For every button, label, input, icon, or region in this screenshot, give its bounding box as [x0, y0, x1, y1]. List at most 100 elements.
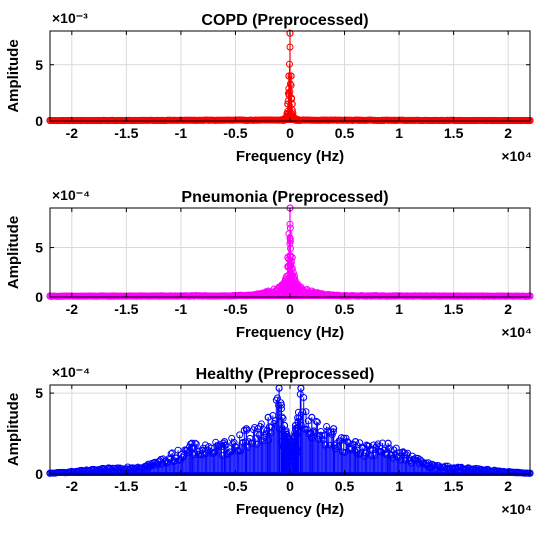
y-tick-label: 5 [35, 240, 43, 256]
x-tick-label: 0.5 [335, 125, 355, 141]
data-marker [283, 430, 291, 438]
data-marker [284, 97, 292, 105]
y-tick-label: 5 [35, 57, 43, 73]
data-marker [286, 252, 294, 260]
data-marker [193, 447, 201, 455]
chart-title: Healthy (Preprocessed) [196, 366, 375, 383]
y-tick-label: 0 [35, 289, 43, 305]
data-marker [233, 447, 241, 455]
chart-panel-1: -2 -1.5 -1 -0.5 0 0.5 1 1.5 2 0 5 COPD (Preprocesse… [5, 10, 534, 165]
peak-marker [285, 72, 293, 80]
data-marker [191, 439, 199, 447]
data-marker [192, 440, 200, 448]
peak-marker [330, 425, 338, 433]
data-marker [390, 446, 398, 454]
data-marker [282, 274, 290, 282]
y-tick-label: 0 [35, 466, 43, 482]
data-marker [277, 401, 285, 409]
x-tick-label: -0.5 [223, 301, 247, 317]
peak-marker [308, 287, 316, 295]
y-multiplier-label: ×10⁻⁴ [52, 187, 90, 203]
peak-marker [242, 425, 250, 433]
data-marker [331, 441, 339, 449]
peak-marker [384, 439, 392, 447]
x-tick-label: -0.5 [223, 125, 247, 141]
data-marker [282, 427, 290, 435]
data-marker [287, 444, 295, 452]
peak-marker [188, 439, 196, 447]
data-marker [293, 424, 301, 432]
data-marker [289, 441, 297, 449]
data-marker [279, 414, 287, 422]
x-tick-label: -2 [66, 125, 79, 141]
peak-marker [308, 413, 316, 421]
data-marker [174, 446, 182, 454]
x-tick-label: -2 [66, 301, 79, 317]
y-multiplier-label: ×10⁻⁴ [52, 364, 90, 380]
x-tick-label: 1 [395, 301, 403, 317]
x-tick-label: -1 [175, 301, 188, 317]
x-tick-label: 0 [286, 301, 294, 317]
chart-panel-3: -2 -1.5 -1 -0.5 0 0.5 1 1.5 2 0 5 Healthy (Preproce… [5, 364, 534, 518]
x-tick-label: -1 [175, 125, 188, 141]
data-marker [278, 426, 286, 434]
data-marker [288, 264, 296, 272]
peak-marker [220, 438, 229, 446]
data-marker [291, 283, 299, 291]
data-marker [167, 450, 175, 458]
x-tick-label: 1.5 [444, 125, 464, 141]
peak-marker [264, 413, 272, 421]
data-marker [260, 426, 268, 434]
data-marker [168, 449, 176, 457]
y-axis-label: Amplitude [5, 216, 22, 289]
x-tick-label: 1 [395, 125, 403, 141]
x-tick-label: 2 [504, 125, 512, 141]
chart-panel-2: -2 -1.5 -1 -0.5 0 0.5 1 1.5 2 0 5 Pneumonia (Prepro… [5, 187, 534, 341]
x-axis-label: Frequency (Hz) [236, 501, 344, 518]
x-tick-label: -1 [175, 478, 188, 494]
x-tick-label: 1.5 [444, 478, 464, 494]
peak-marker [286, 29, 294, 37]
data-marker [286, 80, 294, 88]
y-multiplier-label: ×10⁻³ [52, 10, 88, 26]
data-marker [344, 438, 352, 446]
data-marker [318, 431, 326, 439]
x-tick-label: 2 [504, 478, 512, 494]
data-marker [222, 441, 230, 449]
peak-marker [428, 460, 436, 468]
y-axis-label: Amplitude [5, 393, 22, 466]
x-tick-label: 0 [286, 125, 294, 141]
peak-marker [287, 72, 295, 80]
data-marker [302, 408, 310, 416]
data-marker [385, 444, 393, 452]
data-marker [317, 427, 325, 435]
data-marker [294, 414, 302, 422]
data-marker [316, 431, 324, 439]
data-marker [285, 60, 293, 68]
x-tick-label: 0.5 [335, 478, 355, 494]
data-marker [374, 440, 382, 448]
data-marker [392, 444, 400, 452]
data-marker [283, 109, 291, 117]
x-tick-label: 1.5 [444, 301, 464, 317]
chart-title: COPD (Preprocessed) [201, 12, 368, 29]
chart-title: Pneumonia (Preprocessed) [181, 189, 388, 206]
x-axis-label: Frequency (Hz) [236, 148, 344, 165]
x-tick-label: -1.5 [114, 125, 138, 141]
y-tick-label: 5 [35, 385, 43, 401]
x-tick-label: 0.5 [335, 301, 355, 317]
x-tick-label: -0.5 [223, 478, 247, 494]
x-tick-label: -1.5 [114, 301, 138, 317]
data-marker [257, 420, 265, 428]
peak-marker [144, 460, 152, 468]
peak-marker [351, 438, 360, 446]
series-3 [46, 384, 534, 477]
x-tick-label: -2 [66, 478, 79, 494]
data-marker [206, 447, 214, 455]
data-marker [286, 237, 294, 245]
x-multiplier-label: ×10⁴ [501, 324, 532, 340]
x-tick-label: -1.5 [114, 478, 138, 494]
data-marker [255, 431, 263, 439]
data-marker [343, 438, 351, 446]
